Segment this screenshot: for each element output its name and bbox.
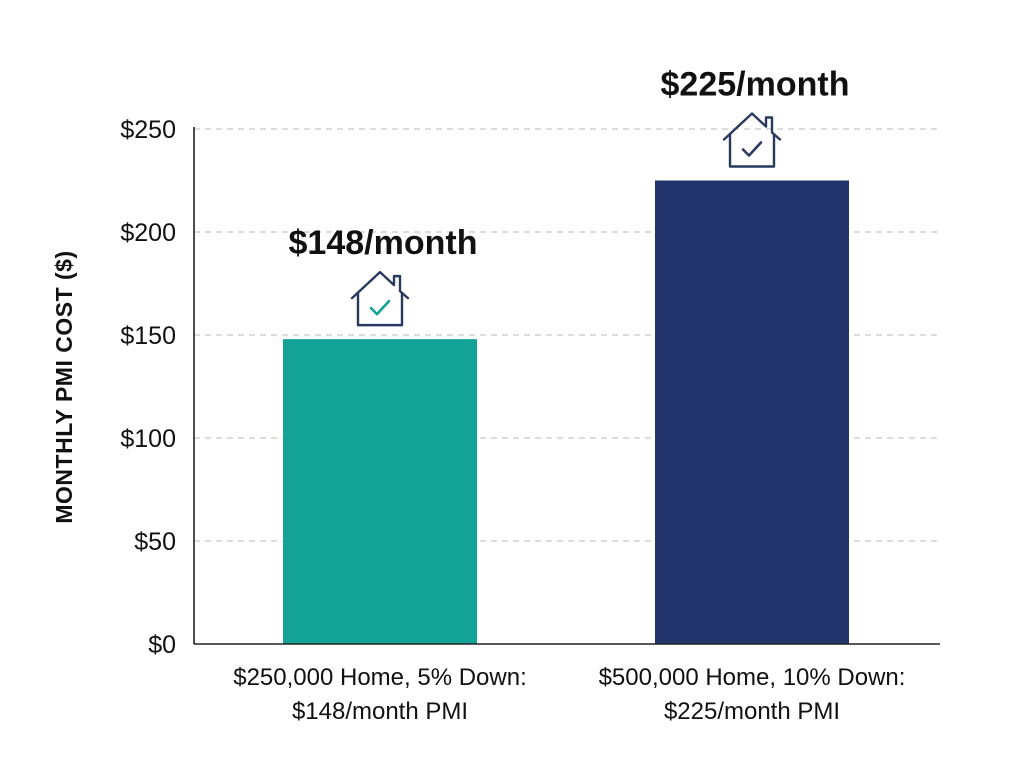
bar-icons <box>350 112 782 327</box>
y-tick-label: $100 <box>120 425 176 453</box>
y-tick-label: $250 <box>120 116 176 144</box>
bar <box>655 180 849 644</box>
check-icon <box>369 299 391 316</box>
data-labels: $148/month $225/month <box>289 66 850 263</box>
y-tick-label: $150 <box>120 322 176 350</box>
category-label: $148/month PMI <box>292 698 468 725</box>
bar <box>283 339 477 644</box>
x-axis-categories: $250,000 Home, 5% Down: $148/month PMI $50… <box>233 664 905 725</box>
category-label: $225/month PMI <box>664 698 840 725</box>
axes <box>193 127 940 645</box>
y-tick-label: $0 <box>148 631 176 659</box>
house-check-icon <box>350 270 410 327</box>
data-label: $225/month <box>661 66 850 104</box>
house-check-icon <box>722 112 782 168</box>
y-tick-label: $50 <box>134 528 176 556</box>
y-axis-label: MONTHLY PMI COST ($) <box>51 250 77 523</box>
check-icon <box>741 141 763 157</box>
bars <box>283 180 849 644</box>
y-axis-ticks: $0 $50 $100 $150 $200 $250 <box>120 116 176 659</box>
category-label: $250,000 Home, 5% Down: <box>233 664 527 691</box>
y-tick-label: $200 <box>120 219 176 247</box>
category-label: $500,000 Home, 10% Down: <box>599 664 906 691</box>
data-label: $148/month <box>289 224 478 262</box>
